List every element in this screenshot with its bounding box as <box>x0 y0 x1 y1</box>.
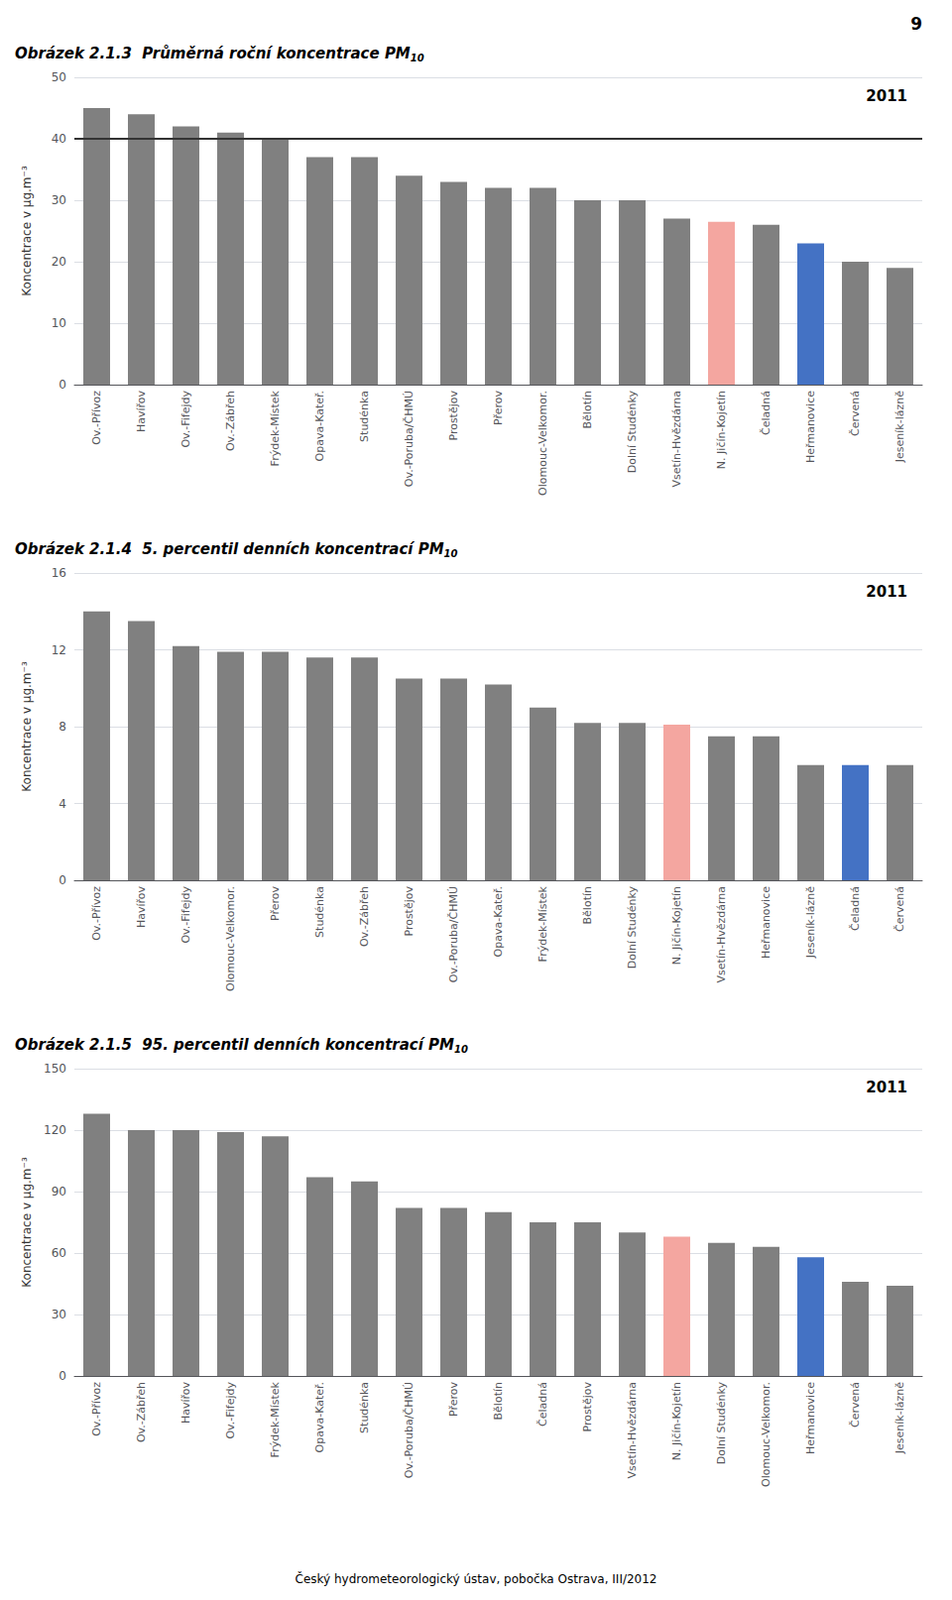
svg-text:N. Jičín-Kojetín: N. Jičín-Kojetín <box>714 390 728 470</box>
svg-text:Přerov: Přerov <box>491 390 505 426</box>
svg-text:Opava-Kateř.: Opava-Kateř. <box>491 886 505 957</box>
svg-text:Červená: Červená <box>848 390 862 437</box>
svg-text:Ov.-Fifejdy: Ov.-Fifejdy <box>224 1382 238 1440</box>
svg-text:Frýdek-Místek: Frýdek-Místek <box>536 885 550 962</box>
svg-text:4: 4 <box>58 797 67 812</box>
svg-text:Vsetín-Hvězdárna: Vsetín-Hvězdárna <box>625 1382 639 1479</box>
svg-text:Ov.-Přívoz: Ov.-Přívoz <box>90 1382 104 1437</box>
svg-text:N. Jičín-Kojetín: N. Jičín-Kojetín <box>670 1382 684 1461</box>
svg-text:0: 0 <box>58 377 67 392</box>
svg-text:10: 10 <box>454 1044 469 1056</box>
svg-text:N. Jičín-Kojetín: N. Jičín-Kojetín <box>670 886 684 965</box>
svg-text:Ov.-Zábřeh: Ov.-Zábřeh <box>224 390 238 452</box>
svg-text:30: 30 <box>51 1308 67 1322</box>
svg-text:Český hydrometeorologický ústa: Český hydrometeorologický ústav, pobočka… <box>294 1571 657 1587</box>
svg-text:120: 120 <box>43 1123 67 1138</box>
svg-text:9: 9 <box>910 13 923 34</box>
svg-text:Přerov: Přerov <box>268 886 282 922</box>
svg-text:Havířov: Havířov <box>179 1382 193 1426</box>
svg-text:Čeladná: Čeladná <box>536 1382 550 1428</box>
svg-text:10: 10 <box>410 52 425 64</box>
svg-text:Obrázek 2.1.5 95. percentil d: Obrázek 2.1.5 95. percentil denních konc… <box>14 1036 455 1055</box>
svg-text:Vsetín-Hvězdárna: Vsetín-Hvězdárna <box>670 390 684 487</box>
svg-text:Prostějov: Prostějov <box>402 886 416 938</box>
svg-text:Heřmanovice: Heřmanovice <box>804 1382 818 1455</box>
svg-text:Ov.-Fifejdy: Ov.-Fifejdy <box>179 390 193 449</box>
svg-text:Ov.-Poruba/ČHMÚ: Ov.-Poruba/ČHMÚ <box>402 1382 416 1479</box>
svg-text:Koncentrace v μg.m⁻³: Koncentrace v μg.m⁻³ <box>19 661 34 793</box>
svg-text:Jeseník-lázně: Jeseník-lázně <box>804 886 818 959</box>
svg-text:Havířov: Havířov <box>134 390 148 434</box>
svg-text:Koncentrace v μg.m⁻³: Koncentrace v μg.m⁻³ <box>19 165 34 297</box>
svg-text:2011: 2011 <box>865 87 908 106</box>
svg-text:Ov.-Zábřeh: Ov.-Zábřeh <box>357 886 371 948</box>
svg-text:Prostějov: Prostějov <box>581 1382 595 1433</box>
svg-text:Čeladná: Čeladná <box>848 886 862 932</box>
svg-text:Opava-Kateř.: Opava-Kateř. <box>313 1382 327 1453</box>
svg-text:150: 150 <box>43 1062 67 1076</box>
svg-text:Čeladná: Čeladná <box>759 390 773 436</box>
svg-text:60: 60 <box>51 1246 67 1261</box>
svg-text:12: 12 <box>51 643 67 658</box>
svg-text:Bělotín: Bělotín <box>581 886 595 925</box>
svg-text:Červená: Červená <box>848 1382 862 1428</box>
svg-text:0: 0 <box>58 873 67 888</box>
svg-text:Frýdek-Místek: Frýdek-Místek <box>268 1381 282 1458</box>
svg-text:Havířov: Havířov <box>134 886 148 930</box>
svg-text:0: 0 <box>58 1369 67 1384</box>
svg-text:Olomouc-Velkomor.: Olomouc-Velkomor. <box>224 886 238 992</box>
svg-text:10: 10 <box>444 548 459 560</box>
svg-text:Ov.-Poruba/ČHMÚ: Ov.-Poruba/ČHMÚ <box>447 886 461 983</box>
svg-text:Jeseník-lázně: Jeseník-lázně <box>893 1382 907 1455</box>
svg-text:Prostějov: Prostějov <box>447 390 461 442</box>
svg-text:Heřmanovice: Heřmanovice <box>759 886 773 959</box>
svg-text:90: 90 <box>51 1185 67 1199</box>
svg-text:50: 50 <box>51 70 67 85</box>
svg-text:20: 20 <box>51 254 67 269</box>
svg-text:Heřmanovice: Heřmanovice <box>804 390 818 464</box>
svg-text:Červená: Červená <box>893 886 907 933</box>
svg-text:40: 40 <box>51 131 67 146</box>
svg-text:Dolní Studénky: Dolní Studénky <box>625 390 639 475</box>
svg-text:2011: 2011 <box>865 1078 908 1097</box>
svg-text:8: 8 <box>58 719 67 734</box>
svg-text:Koncentrace v μg.m⁻³: Koncentrace v μg.m⁻³ <box>19 1157 34 1289</box>
svg-text:Opava-Kateř.: Opava-Kateř. <box>313 390 327 462</box>
svg-text:Ov.-Přívoz: Ov.-Přívoz <box>90 886 104 942</box>
svg-text:Ov.-Přívoz: Ov.-Přívoz <box>90 390 104 446</box>
svg-text:Dolní Studénky: Dolní Studénky <box>714 1382 728 1466</box>
svg-text:Ov.-Zábřeh: Ov.-Zábřeh <box>134 1382 148 1443</box>
svg-text:Ov.-Poruba/ČHMÚ: Ov.-Poruba/ČHMÚ <box>402 390 416 487</box>
svg-text:Studénka: Studénka <box>313 886 327 939</box>
svg-text:Obrázek 2.1.3 Průměrná roční: Obrázek 2.1.3 Průměrná roční koncentrace… <box>14 44 411 63</box>
svg-text:10: 10 <box>51 316 67 331</box>
svg-text:Dolní Studénky: Dolní Studénky <box>625 886 639 970</box>
svg-text:Vsetín-Hvězdárna: Vsetín-Hvězdárna <box>714 886 728 983</box>
svg-text:Olomouc-Velkomor.: Olomouc-Velkomor. <box>536 390 550 496</box>
svg-text:Bělotín: Bělotín <box>491 1382 505 1421</box>
svg-text:2011: 2011 <box>865 583 908 601</box>
svg-text:Bělotín: Bělotín <box>581 390 595 429</box>
svg-text:Studénka: Studénka <box>357 1382 371 1434</box>
svg-text:Obrázek 2.1.4 5. percentil de: Obrázek 2.1.4 5. percentil denních konce… <box>14 540 445 559</box>
svg-text:Přerov: Přerov <box>447 1382 461 1418</box>
svg-text:Jeseník-lázně: Jeseník-lázně <box>893 390 907 464</box>
svg-text:30: 30 <box>51 193 67 208</box>
svg-text:Frýdek-Místek: Frýdek-Místek <box>268 389 282 467</box>
svg-text:Studénka: Studénka <box>357 390 371 443</box>
svg-text:16: 16 <box>51 566 67 581</box>
svg-text:Olomouc-Velkomor.: Olomouc-Velkomor. <box>759 1382 773 1488</box>
svg-text:Ov.-Fifejdy: Ov.-Fifejdy <box>179 886 193 945</box>
